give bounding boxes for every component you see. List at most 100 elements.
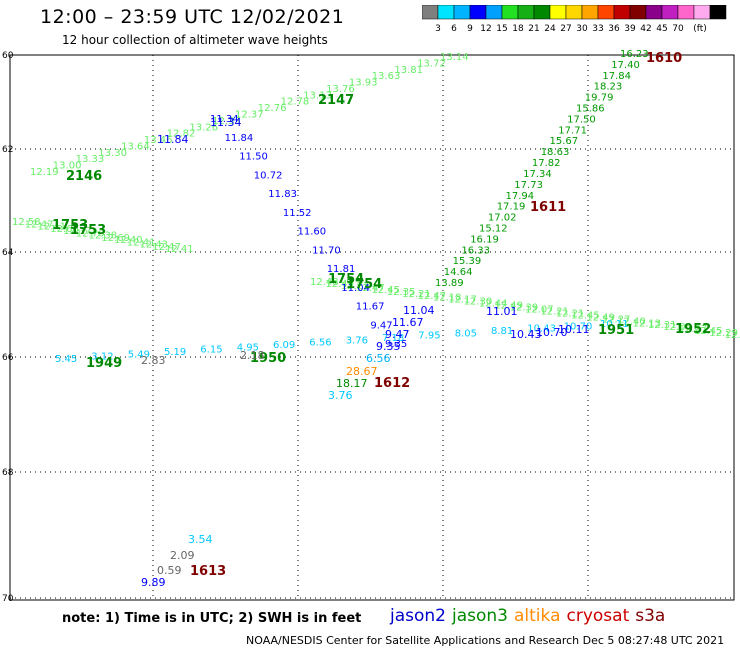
track-label: 3.54 <box>188 533 213 546</box>
swh-value: 13.72 <box>417 58 446 69</box>
swh-value: 12.35 <box>387 287 416 298</box>
colorbar-label: 3 <box>435 24 441 34</box>
swh-value: 3.12 <box>91 352 113 363</box>
swh-value: 12.45 <box>571 310 600 321</box>
swh-value: 12.18 <box>433 293 462 304</box>
swh-value: 11.60 <box>298 227 327 238</box>
track-label: 11.34 <box>210 116 242 129</box>
track-label: 11.04 <box>403 304 435 317</box>
track-label: 1950 <box>250 351 286 366</box>
swh-value: 12.40 <box>617 316 646 327</box>
swh-value: 12.40 <box>114 235 143 246</box>
swh-value: 11.81 <box>327 264 356 275</box>
colorbar-label: 24 <box>544 24 556 34</box>
swh-value: 17.71 <box>558 125 587 136</box>
track-label: 3.76 <box>328 389 353 402</box>
swh-value: 18.23 <box>594 82 623 93</box>
colorbar-label: 6 <box>451 24 457 34</box>
track-label: 2.83 <box>141 354 166 367</box>
swh-value: 17.40 <box>611 60 640 71</box>
swh-value: 10.72 <box>254 170 283 181</box>
swh-value: 12.00 <box>663 322 692 333</box>
swh-value: 13.30 <box>98 148 127 159</box>
swh-value: 12.47 <box>418 291 447 302</box>
swh-value: 12.47 <box>356 283 385 294</box>
legend-jason3: jason3 <box>452 606 508 626</box>
swh-value: 15.86 <box>576 104 605 115</box>
page-title: 12:00 – 23:59 UTC 12/02/2021 <box>40 6 345 28</box>
swh-value: 6.09 <box>273 340 295 351</box>
swh-value: 11.84 <box>225 133 254 144</box>
swh-value: 12.21 <box>556 308 585 319</box>
track-label: 1949 <box>86 356 122 371</box>
swh-value: 17.82 <box>532 158 561 169</box>
swh-value: 18.63 <box>541 147 570 158</box>
swh-value: 12.38 <box>89 231 118 242</box>
track-label: 1951 <box>598 323 634 338</box>
swh-value: 12.49 <box>586 312 615 323</box>
track-label: 0.59 <box>157 564 182 577</box>
swh-value: 12.17 <box>448 295 477 306</box>
track-label: 6.56 <box>366 352 391 365</box>
swh-value: 9.35 <box>385 339 407 350</box>
swh-value: 6.15 <box>200 345 222 356</box>
swh-value: 10.43 <box>527 324 556 335</box>
swh-value: 11.67 <box>356 302 385 313</box>
swh-value: 15.12 <box>479 224 508 235</box>
swh-value: 10.11 <box>600 319 629 330</box>
track-label: 10.43 <box>510 328 542 341</box>
swh-value: 12.23 <box>341 281 370 292</box>
swh-value: 12.21 <box>402 289 431 300</box>
swh-value: 3.76 <box>346 335 368 346</box>
track-label: 1613 <box>190 564 226 579</box>
track-label: 1754 <box>328 272 364 287</box>
swh-value: 13.93 <box>349 78 378 89</box>
swh-value: 12.44 <box>479 299 508 310</box>
track-label: 1753 <box>70 223 106 238</box>
swh-value: 7.18 <box>382 333 404 344</box>
swh-value: 12.43 <box>140 240 169 251</box>
swh-value: 12.39 <box>510 303 539 314</box>
swh-value: 12.49 <box>325 279 354 290</box>
swh-value: 5.19 <box>164 347 186 358</box>
swh-value: 16.23 <box>620 49 649 60</box>
swh-value: 12.41 <box>127 237 156 248</box>
swh-value: 12.45 <box>694 326 723 337</box>
satellite-legend: jason2 jason3 altika cryosat s3a <box>390 606 671 626</box>
track-label: 10.70 <box>536 326 568 339</box>
swh-value: 6.56 <box>309 338 331 349</box>
swh-value: 11.70 <box>312 245 341 256</box>
track-label: 2147 <box>318 93 354 108</box>
swh-value: 4.95 <box>237 342 259 353</box>
swh-value: 15.67 <box>550 136 579 147</box>
colorbar-label: (ft) <box>693 24 707 34</box>
swh-value: 12.48 <box>310 277 339 288</box>
track-label: 1612 <box>374 376 410 391</box>
colorbar-label: 27 <box>560 24 571 34</box>
track-label: 1952 <box>675 322 711 337</box>
swh-value: 8.81 <box>491 326 513 337</box>
swh-value: 17.84 <box>602 71 631 82</box>
track-label: 11.67 <box>392 316 424 329</box>
colorbar-label: 30 <box>576 24 588 34</box>
swh-value: 15.39 <box>453 256 482 267</box>
swh-value: 12.37 <box>235 110 264 121</box>
swh-value: 12.41 <box>165 244 194 255</box>
swh-value: 12.33 <box>212 116 241 127</box>
colorbar-label: 42 <box>640 24 651 34</box>
swh-value: 12.45 <box>371 285 400 296</box>
swh-value: 12.47 <box>25 219 54 230</box>
altimeter-map: 606264666870-120-117-114-111-108-1012.19… <box>2 49 740 604</box>
swh-value: 12.47 <box>152 242 181 253</box>
colorbar-label: 70 <box>672 24 684 34</box>
lat-label: 70 <box>2 594 14 604</box>
colorbar-label: 12 <box>480 24 491 34</box>
swh-value: 12.31 <box>648 320 677 331</box>
swh-value: 13.81 <box>394 65 423 76</box>
swh-value: 12.70 <box>76 228 105 239</box>
swh-value: 13.33 <box>76 154 105 165</box>
swh-value: 12.19 <box>30 167 59 178</box>
swh-value: 12.07 <box>679 324 708 335</box>
swh-value: 17.34 <box>523 169 552 180</box>
swh-value: 17.73 <box>514 180 543 191</box>
